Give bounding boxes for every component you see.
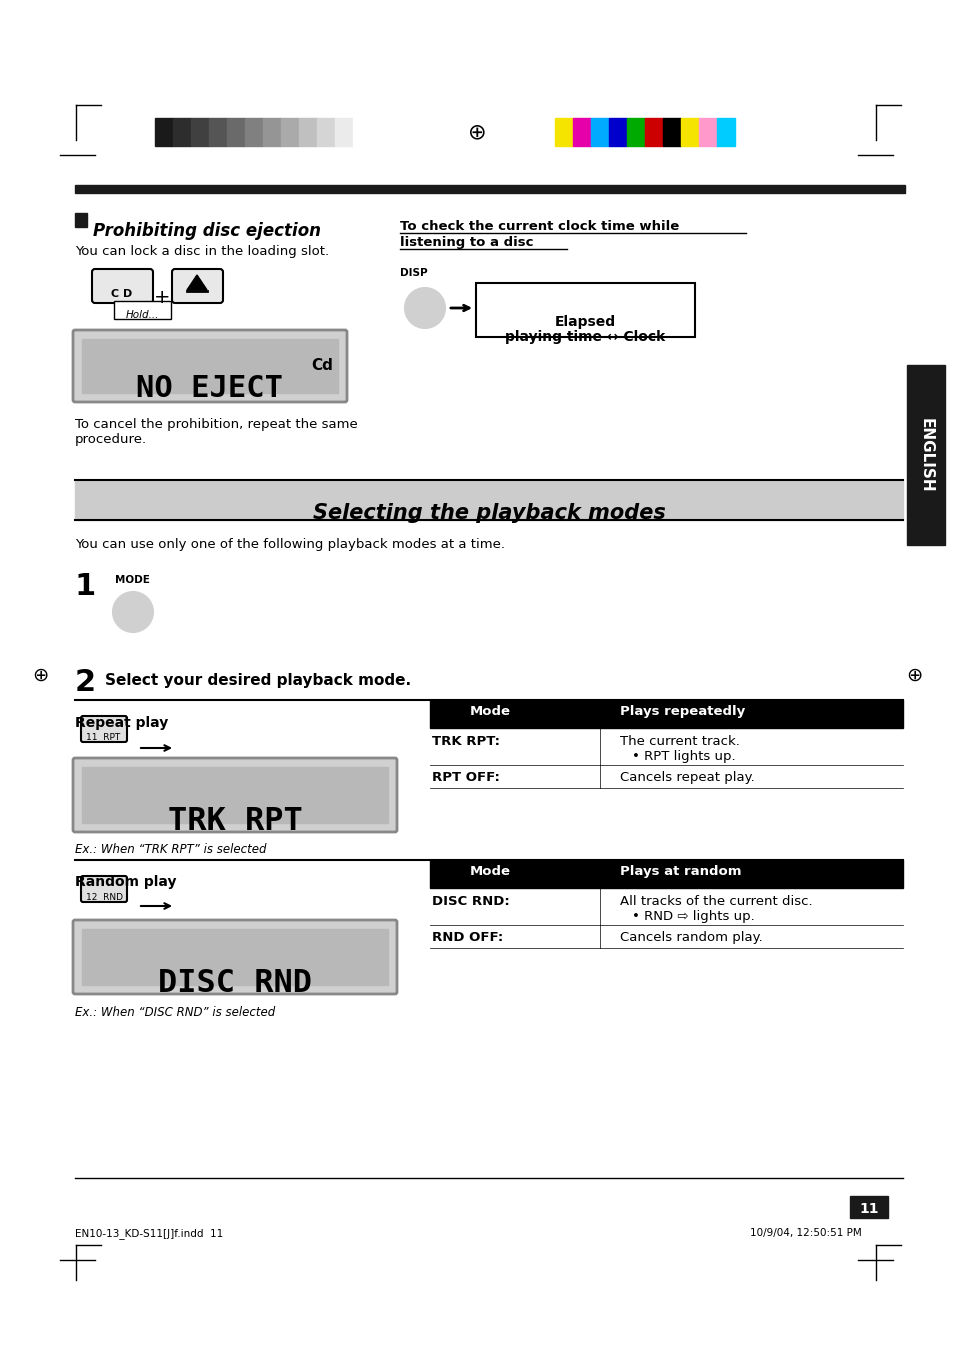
Circle shape bbox=[112, 592, 152, 632]
Text: Elapsed: Elapsed bbox=[554, 315, 615, 330]
FancyBboxPatch shape bbox=[73, 920, 396, 994]
Text: To cancel the prohibition, repeat the same
procedure.: To cancel the prohibition, repeat the sa… bbox=[75, 417, 357, 446]
Bar bbox=[849, 1196, 887, 1219]
Text: All tracks of the current disc.: All tracks of the current disc. bbox=[619, 894, 812, 908]
Text: • RND ⇨ lights up.: • RND ⇨ lights up. bbox=[631, 911, 754, 923]
Bar bbox=[906, 365, 944, 544]
Text: 2: 2 bbox=[75, 667, 96, 697]
Text: • RPT lights up.: • RPT lights up. bbox=[631, 750, 735, 763]
Bar bbox=[172, 118, 191, 146]
Text: ENGLISH: ENGLISH bbox=[918, 417, 933, 492]
Bar bbox=[430, 700, 902, 728]
Text: 11  RPT: 11 RPT bbox=[86, 734, 120, 742]
FancyBboxPatch shape bbox=[91, 269, 152, 303]
Text: Plays repeatedly: Plays repeatedly bbox=[619, 705, 744, 717]
Text: 10/9/04, 12:50:51 PM: 10/9/04, 12:50:51 PM bbox=[749, 1228, 861, 1238]
Text: C D: C D bbox=[112, 289, 132, 299]
Text: +: + bbox=[153, 288, 170, 307]
Text: Mode: Mode bbox=[470, 705, 511, 717]
FancyBboxPatch shape bbox=[113, 301, 171, 319]
Text: ⊕: ⊕ bbox=[904, 666, 922, 685]
Polygon shape bbox=[187, 276, 207, 290]
Text: playing time ↔ Clock: playing time ↔ Clock bbox=[504, 330, 664, 345]
Text: ⊕: ⊕ bbox=[31, 666, 49, 685]
Bar bbox=[75, 213, 87, 227]
Text: Plays at random: Plays at random bbox=[619, 865, 740, 878]
Bar bbox=[245, 118, 263, 146]
Text: Ex.: When “DISC RND” is selected: Ex.: When “DISC RND” is selected bbox=[75, 1006, 275, 1019]
Text: DISC RND: DISC RND bbox=[158, 969, 312, 998]
Text: MODE: MODE bbox=[115, 576, 150, 585]
Bar bbox=[75, 185, 904, 193]
Text: DISC RND:: DISC RND: bbox=[432, 894, 509, 908]
Bar bbox=[590, 118, 608, 146]
Text: Selecting the playback modes: Selecting the playback modes bbox=[313, 503, 664, 523]
FancyBboxPatch shape bbox=[81, 716, 127, 742]
Text: You can use only one of the following playback modes at a time.: You can use only one of the following pl… bbox=[75, 538, 504, 551]
Text: listening to a disc: listening to a disc bbox=[399, 236, 533, 249]
Text: Repeat play: Repeat play bbox=[75, 716, 168, 730]
Circle shape bbox=[405, 288, 444, 328]
FancyBboxPatch shape bbox=[81, 875, 127, 902]
Bar bbox=[227, 118, 245, 146]
Text: TRK RPT: TRK RPT bbox=[168, 807, 302, 838]
Bar bbox=[209, 118, 227, 146]
Text: Ex.: When “TRK RPT” is selected: Ex.: When “TRK RPT” is selected bbox=[75, 843, 266, 857]
Bar bbox=[298, 118, 316, 146]
Text: TRK RPT:: TRK RPT: bbox=[432, 735, 499, 748]
Text: The current track.: The current track. bbox=[619, 735, 740, 748]
Text: 11: 11 bbox=[859, 1202, 878, 1216]
Text: RND OFF:: RND OFF: bbox=[432, 931, 503, 944]
Bar bbox=[154, 118, 172, 146]
Bar bbox=[191, 118, 209, 146]
Bar bbox=[555, 118, 573, 146]
Bar bbox=[717, 118, 734, 146]
Text: ⊕: ⊕ bbox=[467, 122, 486, 142]
Text: Cancels random play.: Cancels random play. bbox=[619, 931, 762, 944]
Bar bbox=[353, 118, 371, 146]
Text: Prohibiting disc ejection: Prohibiting disc ejection bbox=[92, 222, 320, 240]
FancyBboxPatch shape bbox=[476, 282, 695, 336]
Bar bbox=[75, 480, 902, 520]
Text: 1: 1 bbox=[75, 571, 96, 601]
Bar bbox=[82, 767, 388, 823]
Bar bbox=[263, 118, 281, 146]
Text: RPT OFF:: RPT OFF: bbox=[432, 771, 499, 784]
Bar bbox=[680, 118, 699, 146]
Text: DISP: DISP bbox=[399, 267, 427, 278]
Text: Hold...: Hold... bbox=[125, 309, 158, 320]
Bar bbox=[662, 118, 680, 146]
Bar bbox=[626, 118, 644, 146]
Bar bbox=[573, 118, 590, 146]
Text: Mode: Mode bbox=[470, 865, 511, 878]
Bar bbox=[430, 861, 902, 888]
Bar bbox=[699, 118, 717, 146]
Bar bbox=[608, 118, 626, 146]
Text: To check the current clock time while: To check the current clock time while bbox=[399, 220, 679, 232]
Text: Random play: Random play bbox=[75, 875, 176, 889]
Bar bbox=[82, 339, 337, 393]
Bar bbox=[82, 929, 388, 985]
Text: Cancels repeat play.: Cancels repeat play. bbox=[619, 771, 754, 784]
Bar bbox=[281, 118, 298, 146]
Text: NO EJECT: NO EJECT bbox=[136, 374, 283, 403]
Bar bbox=[335, 118, 353, 146]
FancyBboxPatch shape bbox=[172, 269, 223, 303]
Text: You can lock a disc in the loading slot.: You can lock a disc in the loading slot. bbox=[75, 245, 329, 258]
Text: 12  RND: 12 RND bbox=[86, 893, 123, 902]
FancyBboxPatch shape bbox=[73, 758, 396, 832]
FancyBboxPatch shape bbox=[73, 330, 347, 403]
Bar bbox=[316, 118, 335, 146]
Text: Select your desired playback mode.: Select your desired playback mode. bbox=[105, 673, 411, 688]
Bar bbox=[644, 118, 662, 146]
Text: Cd: Cd bbox=[311, 358, 333, 373]
Text: EN10-13_KD-S11[J]f.indd  11: EN10-13_KD-S11[J]f.indd 11 bbox=[75, 1228, 223, 1239]
